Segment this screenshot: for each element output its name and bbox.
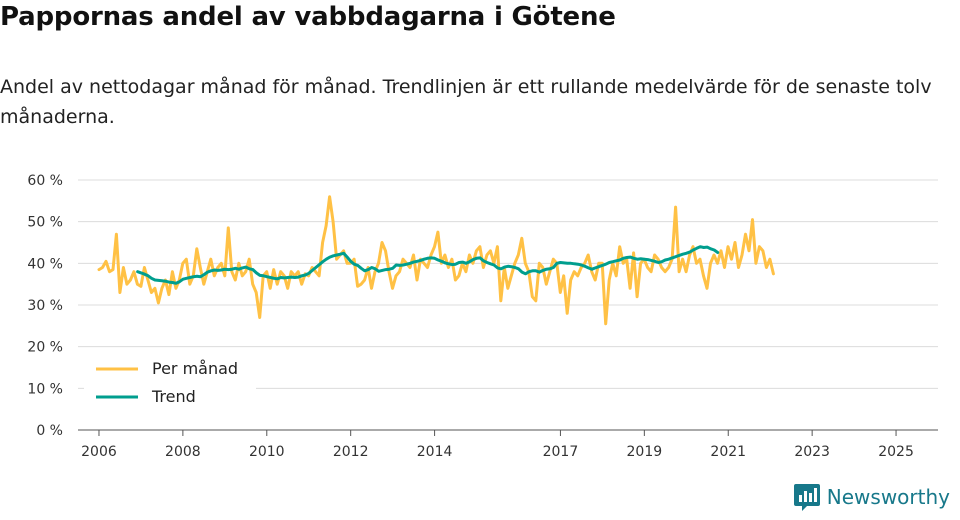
series-group bbox=[97, 195, 775, 326]
x-tick-label: 2014 bbox=[417, 444, 453, 460]
brand-name: Newsworthy bbox=[826, 485, 950, 509]
series-line-per-manad bbox=[97, 195, 775, 326]
legend: Per månad Trend bbox=[84, 352, 256, 412]
y-tick-label: 60 % bbox=[27, 173, 63, 189]
legend-label: Per månad bbox=[152, 359, 238, 378]
x-tick-label: 2012 bbox=[333, 444, 369, 460]
series-line-trend bbox=[136, 245, 720, 285]
x-tick-label: 2025 bbox=[878, 444, 914, 460]
bar-chart-speech-icon bbox=[793, 484, 820, 511]
y-tick-label: 20 % bbox=[27, 340, 63, 356]
y-tick-label: 50 % bbox=[27, 215, 63, 231]
y-axis: 0 % 10 % 20 % 30 % 40 % 50 % 60 % bbox=[27, 173, 63, 439]
x-tick-label: 2010 bbox=[249, 444, 285, 460]
x-tick-label: 2008 bbox=[165, 444, 201, 460]
chart-title: Pappornas andel av vabbdagarna i Götene bbox=[0, 2, 616, 32]
x-tick-label: 2019 bbox=[627, 444, 663, 460]
y-tick-label: 30 % bbox=[27, 298, 63, 314]
x-tick-label: 2021 bbox=[710, 444, 746, 460]
legend-background bbox=[84, 352, 256, 412]
legend-label: Trend bbox=[151, 387, 196, 406]
line-chart: 0 % 10 % 20 % 30 % 40 % 50 % 60 % 2006 2008 2010… bbox=[27, 173, 938, 460]
x-axis: 2006 2008 2010 2012 2014 2017 2019 2021 2023 2025 bbox=[81, 430, 914, 460]
y-tick-label: 0 % bbox=[36, 423, 63, 439]
brand-logo: Newsworthy bbox=[793, 482, 950, 512]
chart-subtitle: Andel av nettodagar månad för månad. Tre… bbox=[0, 76, 932, 128]
x-tick-label: 2023 bbox=[794, 444, 830, 460]
x-tick-label: 2017 bbox=[543, 444, 579, 460]
x-tick-label: 2006 bbox=[81, 444, 117, 460]
y-tick-label: 10 % bbox=[27, 381, 63, 397]
y-tick-label: 40 % bbox=[27, 256, 63, 272]
